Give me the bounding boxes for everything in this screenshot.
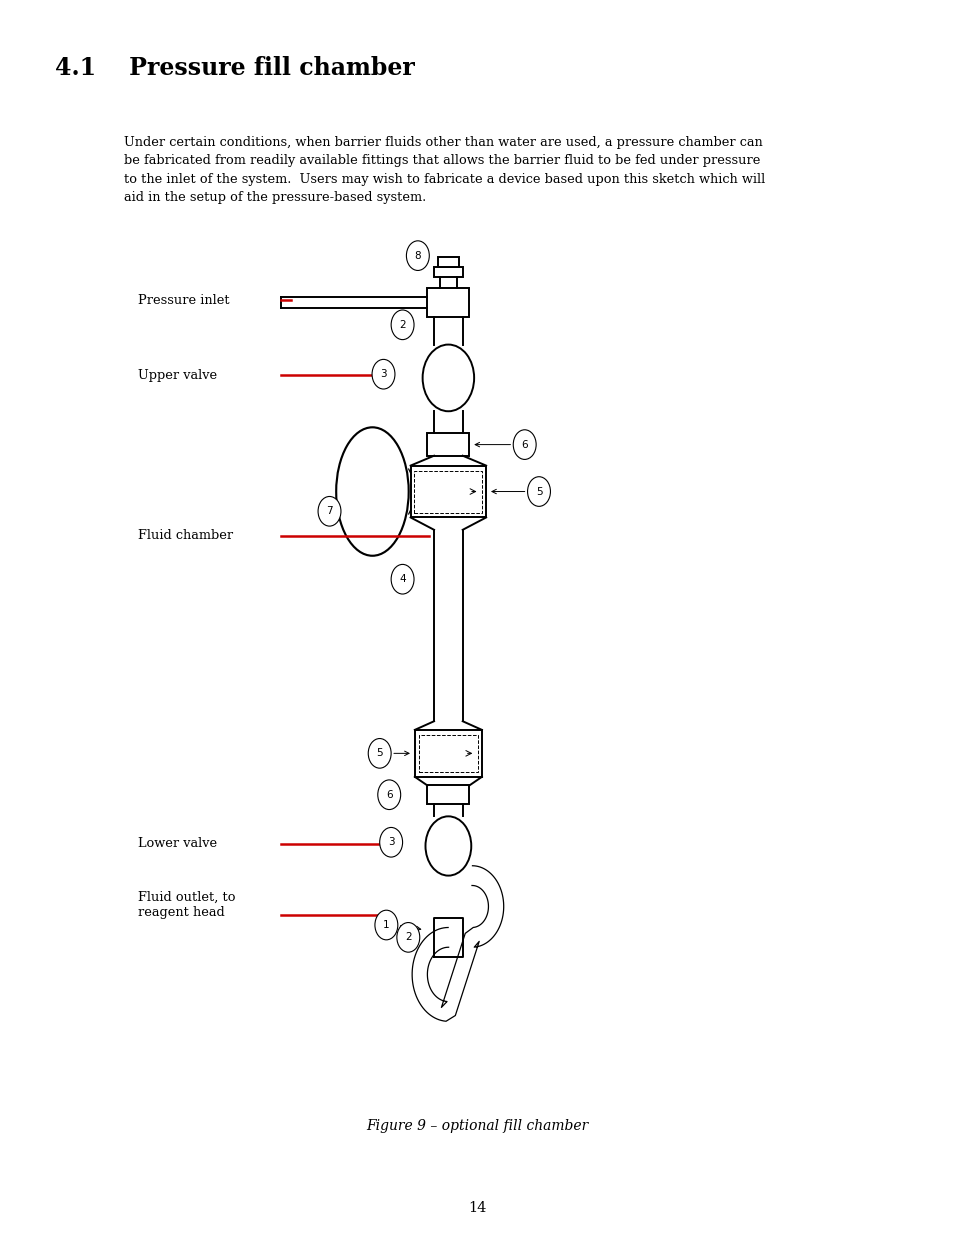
- Bar: [418, 735, 477, 772]
- Text: Upper valve: Upper valve: [138, 369, 217, 382]
- Bar: [427, 433, 469, 456]
- Text: 7: 7: [326, 506, 333, 516]
- Text: 5: 5: [536, 487, 541, 496]
- Circle shape: [391, 310, 414, 340]
- Circle shape: [391, 564, 414, 594]
- Circle shape: [379, 827, 402, 857]
- Text: Lower valve: Lower valve: [138, 837, 217, 850]
- Circle shape: [406, 241, 429, 270]
- Bar: [437, 257, 458, 268]
- Circle shape: [425, 816, 471, 876]
- Circle shape: [372, 359, 395, 389]
- Bar: [410, 466, 486, 517]
- Text: 5: 5: [376, 748, 382, 758]
- Bar: [427, 785, 469, 804]
- Text: 2: 2: [399, 320, 405, 330]
- Text: Figure 9 – optional fill chamber: Figure 9 – optional fill chamber: [366, 1119, 587, 1134]
- Circle shape: [513, 430, 536, 459]
- Text: 6: 6: [386, 789, 392, 800]
- Bar: [415, 730, 481, 777]
- Text: Fluid chamber: Fluid chamber: [138, 530, 233, 542]
- Text: 4: 4: [399, 574, 405, 584]
- Text: 6: 6: [521, 440, 527, 450]
- Circle shape: [396, 923, 419, 952]
- Circle shape: [377, 781, 400, 810]
- Text: 1: 1: [383, 920, 389, 930]
- Text: Pressure inlet: Pressure inlet: [138, 294, 230, 306]
- Circle shape: [375, 910, 397, 940]
- Text: Fluid outlet, to
reagent head: Fluid outlet, to reagent head: [138, 892, 235, 919]
- Circle shape: [527, 477, 550, 506]
- Text: 8: 8: [415, 251, 420, 261]
- Text: 3: 3: [388, 837, 394, 847]
- Circle shape: [317, 496, 340, 526]
- Bar: [427, 288, 469, 317]
- Circle shape: [422, 345, 474, 411]
- Circle shape: [368, 739, 391, 768]
- Text: Under certain conditions, when barrier fluids other than water are used, a press: Under certain conditions, when barrier f…: [124, 136, 764, 204]
- Bar: [434, 268, 462, 277]
- Bar: [414, 471, 482, 513]
- Text: 14: 14: [467, 1200, 486, 1215]
- Text: 4.1    Pressure fill chamber: 4.1 Pressure fill chamber: [55, 56, 415, 79]
- Text: 2: 2: [405, 932, 411, 942]
- Ellipse shape: [335, 427, 408, 556]
- Text: 3: 3: [380, 369, 386, 379]
